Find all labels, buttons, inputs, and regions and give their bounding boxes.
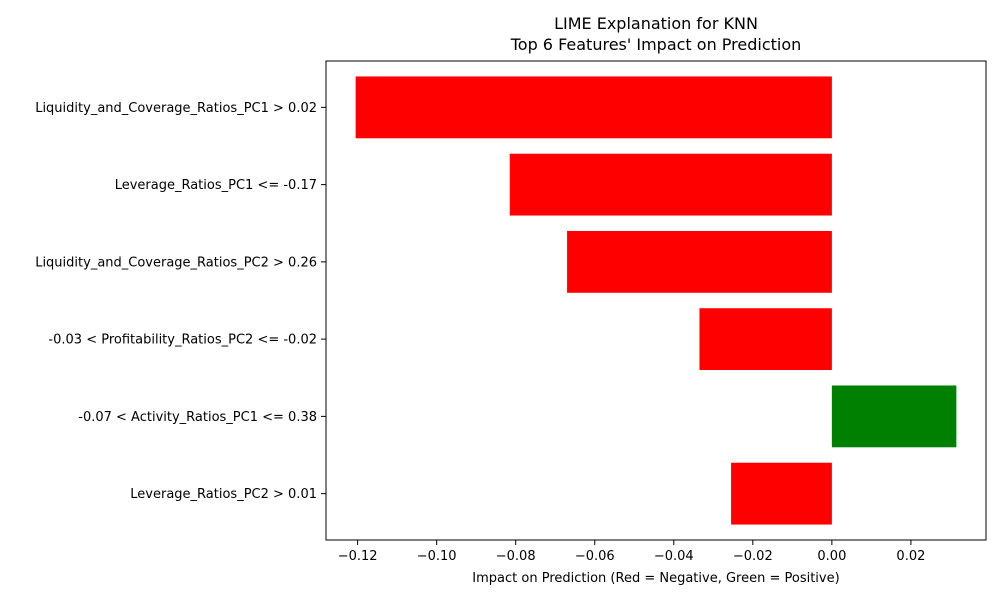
y-tick-label: Leverage_Ratios_PC2 > 0.01 (130, 487, 317, 502)
bar-1 (355, 76, 832, 139)
bar-2 (509, 153, 832, 216)
x-axis-ticks: −0.12 −0.10 −0.08 −0.06 −0.04 −0.02 0.00 0.02 (338, 540, 925, 564)
bar-3 (567, 230, 832, 293)
y-tick-label: Liquidity_and_Coverage_Ratios_PC2 > 0.26 (35, 255, 317, 270)
plot-frame (325, 60, 987, 541)
x-tick-label: −0.02 (733, 549, 773, 564)
y-tick-label: Leverage_Ratios_PC1 <= -0.17 (115, 178, 317, 193)
bar-4 (699, 308, 832, 371)
bar-6 (731, 462, 832, 525)
chart-subtitle: Top 6 Features' Impact on Prediction (510, 35, 802, 54)
x-tick-label: −0.08 (496, 549, 536, 564)
bars-group (355, 76, 957, 525)
x-tick-label: 0.00 (817, 549, 846, 564)
x-tick-label: −0.12 (338, 549, 378, 564)
y-tick-label: Liquidity_and_Coverage_Ratios_PC1 > 0.02 (35, 101, 317, 116)
x-tick-label: −0.04 (654, 549, 694, 564)
y-axis-ticks: Liquidity_and_Coverage_Ratios_PC1 > 0.02… (35, 101, 326, 502)
x-tick-label: −0.10 (417, 549, 457, 564)
chart-title: LIME Explanation for KNN (554, 14, 758, 33)
y-tick-label: -0.07 < Activity_Ratios_PC1 <= 0.38 (78, 410, 317, 425)
x-tick-label: −0.06 (575, 549, 615, 564)
bar-5 (831, 385, 957, 448)
x-tick-label: 0.02 (896, 549, 925, 564)
x-axis-label: Impact on Prediction (Red = Negative, Gr… (472, 571, 839, 586)
y-tick-label: -0.03 < Profitability_Ratios_PC2 <= -0.0… (48, 333, 317, 348)
